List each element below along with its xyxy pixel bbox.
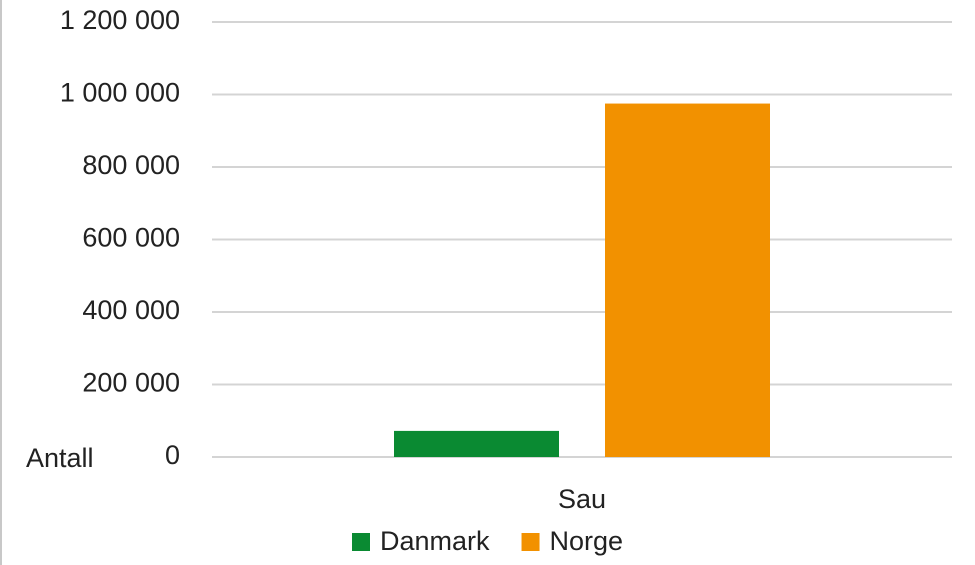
legend-label: Danmark bbox=[380, 526, 490, 556]
y-tick-label: 400 000 bbox=[82, 295, 180, 325]
bar bbox=[605, 103, 770, 457]
legend-swatch bbox=[352, 533, 370, 551]
y-tick-label: 1 200 000 bbox=[60, 5, 180, 35]
y-tick-label: 200 000 bbox=[82, 368, 180, 398]
y-tick-label: 1 000 000 bbox=[60, 78, 180, 108]
legend-label: Norge bbox=[550, 526, 624, 556]
legend-swatch bbox=[521, 533, 540, 551]
x-tick-label: Sau bbox=[558, 484, 606, 514]
y-tick-label: 800 000 bbox=[82, 150, 180, 180]
y-tick-label: 600 000 bbox=[82, 223, 180, 253]
y-tick-label: 0 bbox=[165, 440, 180, 470]
y-axis-label: Antall bbox=[26, 443, 94, 473]
bar bbox=[394, 430, 559, 457]
